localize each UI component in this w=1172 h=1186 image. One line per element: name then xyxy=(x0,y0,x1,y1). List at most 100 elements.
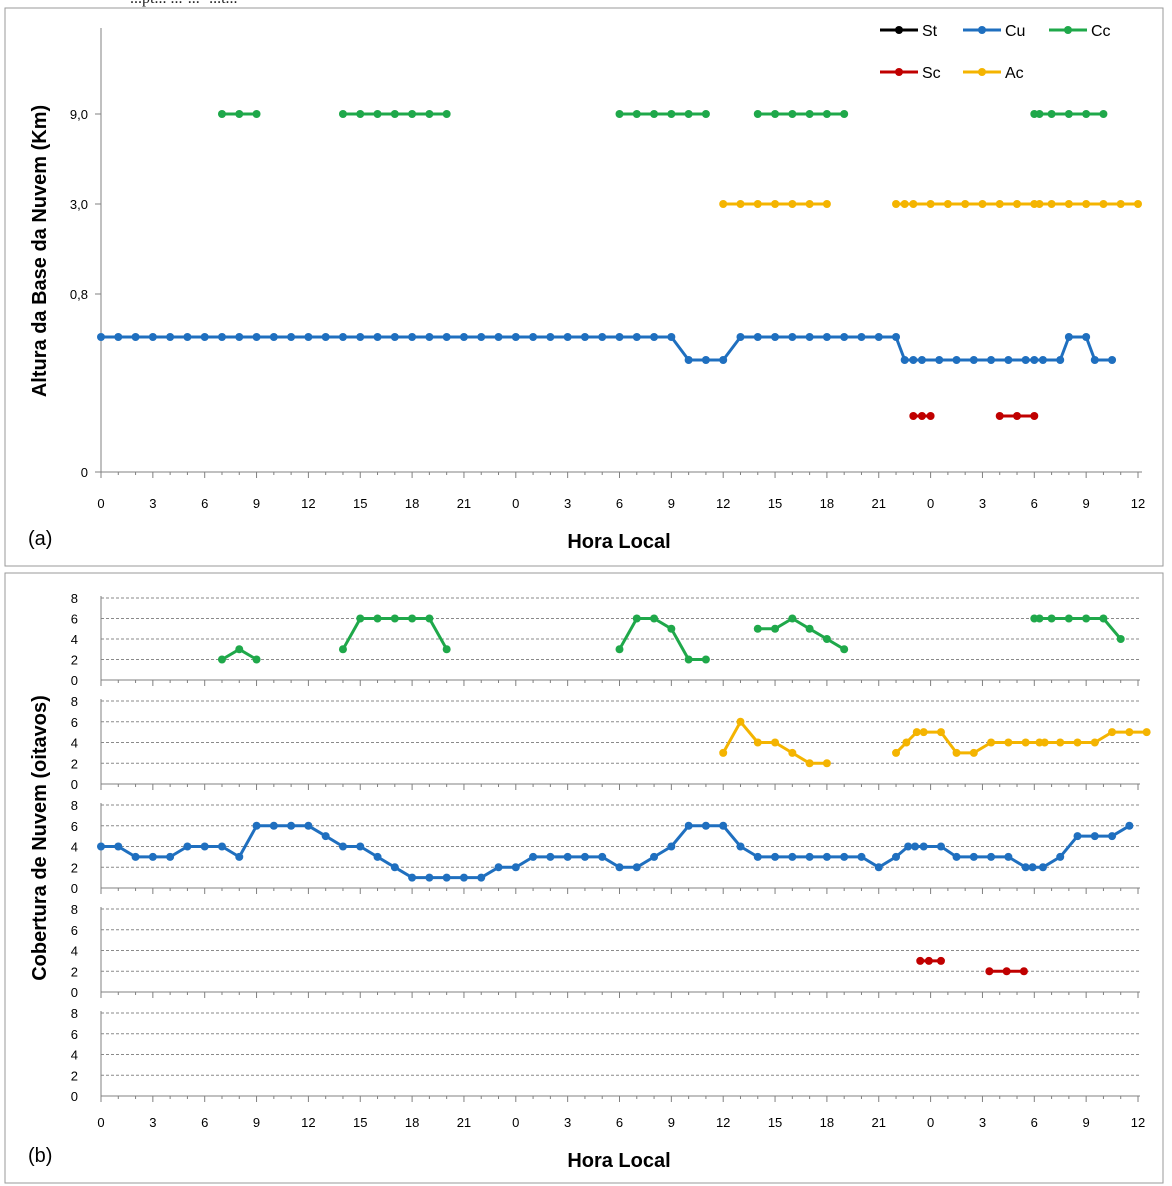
panel-a-cu-point xyxy=(235,333,244,341)
panel-b-sc-point xyxy=(924,956,933,965)
panel-a-ac-point xyxy=(1134,200,1142,208)
panel-b-y-tick-label: 8 xyxy=(71,902,78,917)
panel-a-cc-point xyxy=(373,110,382,118)
panel-b-ac-point xyxy=(805,759,814,768)
panel-b-ac-point xyxy=(736,717,745,726)
panel-b-cc-point xyxy=(701,655,710,664)
panel-a-cu-point xyxy=(494,333,503,341)
panel-b-cc-point xyxy=(1047,614,1056,623)
panel-a-sc-point xyxy=(1030,412,1039,420)
panel-a-x-tick-label: 3 xyxy=(979,496,986,511)
panel-a-cu-point xyxy=(805,333,814,341)
panel-a-cc-point xyxy=(684,110,693,118)
panel-b-x-tick-label: 18 xyxy=(405,1115,419,1130)
panel-b-x-tick-label: 3 xyxy=(979,1115,986,1130)
panel-a-ac-point xyxy=(736,200,745,208)
panel-b-cu-point xyxy=(1073,832,1082,841)
panel-a-cu-point xyxy=(909,356,918,364)
panel-b-cc-point xyxy=(235,645,244,654)
panel-a-ac-point xyxy=(788,200,797,208)
panel-b-x-tick-label: 12 xyxy=(716,1115,730,1130)
panel-a-x-tick-label: 9 xyxy=(668,496,675,511)
panel-b-cu-point xyxy=(529,852,538,861)
panel-b-cc-point xyxy=(425,614,434,623)
panel-a-cu-point xyxy=(546,333,555,341)
panel-b-cu-point xyxy=(166,852,175,861)
panel-b-cu-point xyxy=(511,863,520,872)
panel-b-ac-point xyxy=(892,748,901,757)
panel-a-ac-point xyxy=(753,200,762,208)
panel-a-cc-point xyxy=(390,110,399,118)
panel-a-sc-point xyxy=(995,412,1004,420)
panel-b-ac-point xyxy=(1090,738,1099,747)
panel-b-x-tick-label: 12 xyxy=(1131,1115,1145,1130)
panel-a-cu-point xyxy=(580,333,589,341)
panel-b-cu-point xyxy=(904,842,913,851)
panel-b-cc-point xyxy=(390,614,399,623)
panel-b-x-tick-label: 0 xyxy=(97,1115,104,1130)
panel-b-frame xyxy=(4,572,1164,1184)
panel-a-cc-point xyxy=(1099,110,1108,118)
panel-b-cu-point xyxy=(425,873,434,882)
panel-b-y-tick-label: 0 xyxy=(71,881,78,896)
panel-a-cu-point xyxy=(857,333,866,341)
panel-a-cu-point xyxy=(287,333,296,341)
panel-b-cu-point xyxy=(235,852,244,861)
panel-b-cu-point xyxy=(615,863,624,872)
panel-b-cc-point xyxy=(822,635,831,643)
panel-a-sc-point xyxy=(917,412,926,420)
panel-a-ac-point xyxy=(805,200,814,208)
panel-a-cu-point xyxy=(917,356,926,364)
panel-b-cu-point xyxy=(822,852,831,861)
panel-b-x-tick-label: 9 xyxy=(668,1115,675,1130)
panel-a-cu-point xyxy=(373,333,382,341)
panel-b-cu-point xyxy=(408,873,417,882)
panel-b-cu-point xyxy=(131,852,140,861)
panel-b-ac-point xyxy=(969,748,978,757)
panel-b-ac-point xyxy=(719,748,728,757)
panel-a-cu-point xyxy=(632,333,641,341)
panel-b-cc-point xyxy=(1082,614,1091,623)
panel-a-x-tick-label: 18 xyxy=(405,496,419,511)
panel-a-x-tick-label: 12 xyxy=(716,496,730,511)
panel-b-y-tick-label: 8 xyxy=(71,591,78,606)
panel-a-x-tick-label: 12 xyxy=(301,496,315,511)
panel-a-x-tick-label: 0 xyxy=(512,496,519,511)
top-caption-text: ...pt... ...-...- ...t... xyxy=(130,0,238,8)
panel-a-cu-point xyxy=(822,333,831,341)
panel-b-ac-point xyxy=(1021,738,1030,747)
panel-b-cu-point xyxy=(1056,852,1065,861)
panel-b-cu-point xyxy=(97,842,105,851)
panel-a-x-tick-label: 21 xyxy=(457,496,471,511)
panel-a-cu-point xyxy=(900,356,909,364)
panel-a-y-tick-label: 0,8 xyxy=(70,287,88,302)
panel-a-ac-point xyxy=(978,200,987,208)
panel-a-x-tick-label: 12 xyxy=(1131,496,1145,511)
panel-a-ac-point xyxy=(1013,200,1022,208)
panel-b-ac-point xyxy=(1142,728,1151,737)
legend-st-label: St xyxy=(922,23,938,40)
panel-b-y-tick-label: 6 xyxy=(71,612,78,627)
panel-a-cc-point xyxy=(788,110,797,118)
panel-b-x-tick-label: 6 xyxy=(201,1115,208,1130)
panel-b-y-tick-label: 4 xyxy=(71,736,78,751)
panel-b-x-tick-label: 0 xyxy=(512,1115,519,1130)
panel-b-cc-point xyxy=(840,645,849,654)
panel-b-cc-point xyxy=(753,624,762,633)
panel-b-cu-point xyxy=(874,863,883,872)
panel-a-cc-point xyxy=(822,110,831,118)
panel-a-cu-point xyxy=(269,333,278,341)
panel-b-cu-point xyxy=(304,821,313,830)
panel-b-cu-point xyxy=(969,852,978,861)
panel-b-cu-point xyxy=(632,863,641,872)
panel-b-x-tick-label: 3 xyxy=(564,1115,571,1130)
panel-a-cu-point xyxy=(969,356,978,364)
panel-a-cc-point xyxy=(1047,110,1056,118)
panel-a-cu-point xyxy=(1056,356,1065,364)
panel-a-cc-point xyxy=(252,110,261,118)
panel-b-y-tick-label: 4 xyxy=(71,944,78,959)
panel-b-cu-point xyxy=(650,852,659,861)
panel-b-cu-point xyxy=(1038,863,1047,872)
panel-b-label: (b) xyxy=(28,1145,52,1167)
panel-b-x-tick-label: 21 xyxy=(457,1115,471,1130)
